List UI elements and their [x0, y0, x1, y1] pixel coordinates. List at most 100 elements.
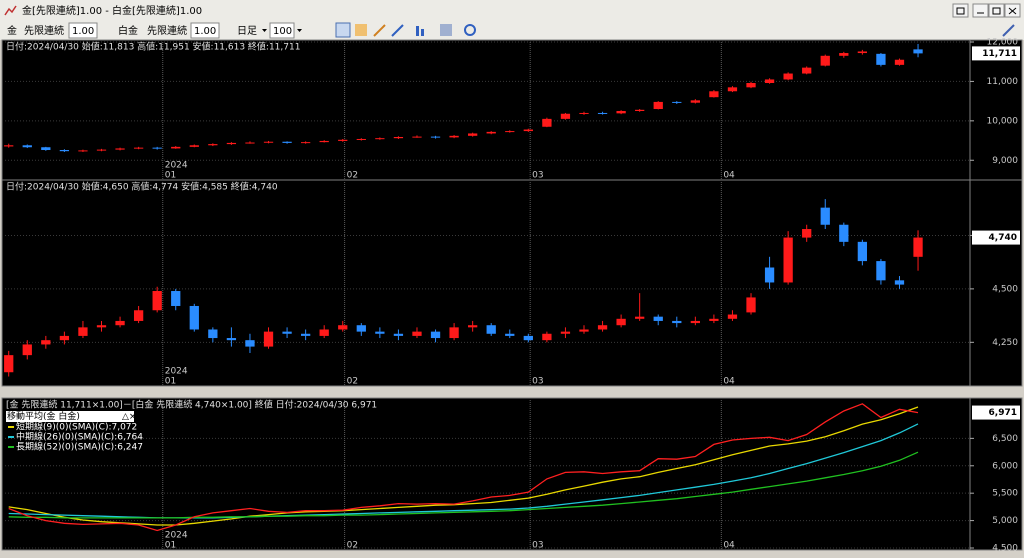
candle-body [857, 241, 868, 262]
candle-body [597, 325, 608, 330]
toolbar-label: 白金 [118, 24, 138, 37]
window-buttons[interactable] [952, 3, 1021, 18]
chart-panel [1, 39, 971, 181]
candle-body [59, 150, 70, 152]
candle-body [263, 331, 274, 347]
price-axis [969, 179, 1023, 387]
candle-body [560, 113, 571, 119]
refresh-tool[interactable] [464, 24, 476, 36]
candle-body [338, 325, 348, 330]
ratio-input[interactable] [190, 22, 220, 39]
dropdown-arrow[interactable] [297, 29, 302, 32]
candle-body [820, 207, 830, 225]
candle-body [115, 320, 125, 326]
candle-body [152, 291, 162, 311]
period-select[interactable]: 日足 [237, 25, 257, 37]
pen-tool[interactable] [391, 24, 404, 37]
candle-body [133, 310, 144, 321]
candle-body [635, 109, 645, 111]
candle-body [22, 344, 32, 356]
last-price-box [972, 46, 1020, 61]
candle-body [894, 280, 905, 285]
candle-body [300, 333, 311, 336]
candle-body [430, 136, 441, 138]
candle-body [41, 147, 51, 151]
candle-body [746, 82, 756, 88]
count-input[interactable] [269, 22, 295, 39]
candle-body [486, 131, 496, 134]
candle-body [189, 145, 199, 147]
candle-body [171, 291, 181, 306]
candle-body [245, 142, 255, 144]
candle-body [22, 145, 32, 148]
minimize-button[interactable] [972, 3, 989, 18]
settings-tool[interactable] [1002, 24, 1015, 37]
candle-body [913, 237, 923, 257]
last-price-label: 6,971 [989, 408, 1017, 418]
candle-body [412, 331, 422, 336]
candle-body [839, 224, 849, 242]
candle-body [727, 87, 738, 92]
y-tick-label: 11,000 [987, 77, 1019, 87]
y-tick-label: 12,000 [987, 38, 1019, 48]
tool-buttons[interactable] [335, 22, 1015, 38]
spread-line [8, 403, 919, 532]
legend-label: 中期線(26)(0)(SMA)(C):6,764 [16, 431, 143, 443]
ratio-input-text[interactable]: 1.00 [194, 26, 216, 37]
candle-body [876, 53, 886, 65]
candle-body [727, 314, 738, 319]
legend-close[interactable]: △× [122, 412, 136, 422]
window-title: 金[先限連続]1.00 - 白金[先限連続]1.00 [22, 4, 202, 17]
last-price-box [972, 230, 1020, 245]
x-tick-label: 01 [165, 541, 176, 551]
hand-tool[interactable] [355, 24, 367, 36]
candle-body [263, 141, 274, 143]
candle-body [300, 142, 311, 144]
x-tick-label: 02 [347, 377, 358, 387]
last-price-box [972, 405, 1020, 420]
restore-button[interactable] [952, 3, 969, 18]
candle-body [672, 101, 682, 103]
x-tick-label: 03 [532, 377, 543, 387]
candle-body [59, 335, 70, 341]
maximize-button[interactable] [988, 3, 1005, 18]
candle-body [802, 67, 812, 74]
dropdown-arrow[interactable] [262, 29, 267, 32]
candle-body [820, 55, 830, 66]
x-tick-label: 04 [723, 377, 735, 387]
candle-body [560, 331, 571, 334]
app-icon [4, 5, 17, 16]
x-tick-label: 03 [532, 541, 543, 551]
candle-body [393, 333, 404, 336]
title-bar [0, 0, 1024, 20]
candle-body [375, 138, 385, 140]
candle-body [913, 49, 923, 54]
line-tool[interactable] [373, 24, 386, 37]
ratio-input[interactable] [68, 22, 98, 39]
candle-body [430, 331, 441, 339]
x-tick-label: 01 [165, 171, 176, 181]
y-tick-label: 10,000 [987, 116, 1019, 126]
x-tick-label: 04 [723, 541, 735, 551]
candle-body [133, 147, 144, 149]
candle-body [356, 325, 366, 332]
candle-body [375, 331, 385, 334]
x-tick-label: 02 [347, 171, 358, 181]
candle-body [449, 327, 459, 339]
count-input-text[interactable]: 100 [273, 26, 292, 37]
candle-body [96, 325, 107, 328]
cursor-tool[interactable] [335, 22, 351, 38]
bar-tool[interactable] [416, 26, 419, 36]
x-tick-label: 03 [532, 171, 543, 181]
candle-body [783, 237, 793, 283]
indicator-tool[interactable] [440, 24, 452, 36]
ratio-input-text[interactable]: 1.00 [72, 26, 94, 37]
candle-body [653, 101, 663, 110]
candle-body [449, 135, 459, 138]
candle-body [746, 297, 756, 313]
bar-tool[interactable] [421, 29, 424, 36]
toolbar-label: 先限連続 [147, 24, 187, 37]
